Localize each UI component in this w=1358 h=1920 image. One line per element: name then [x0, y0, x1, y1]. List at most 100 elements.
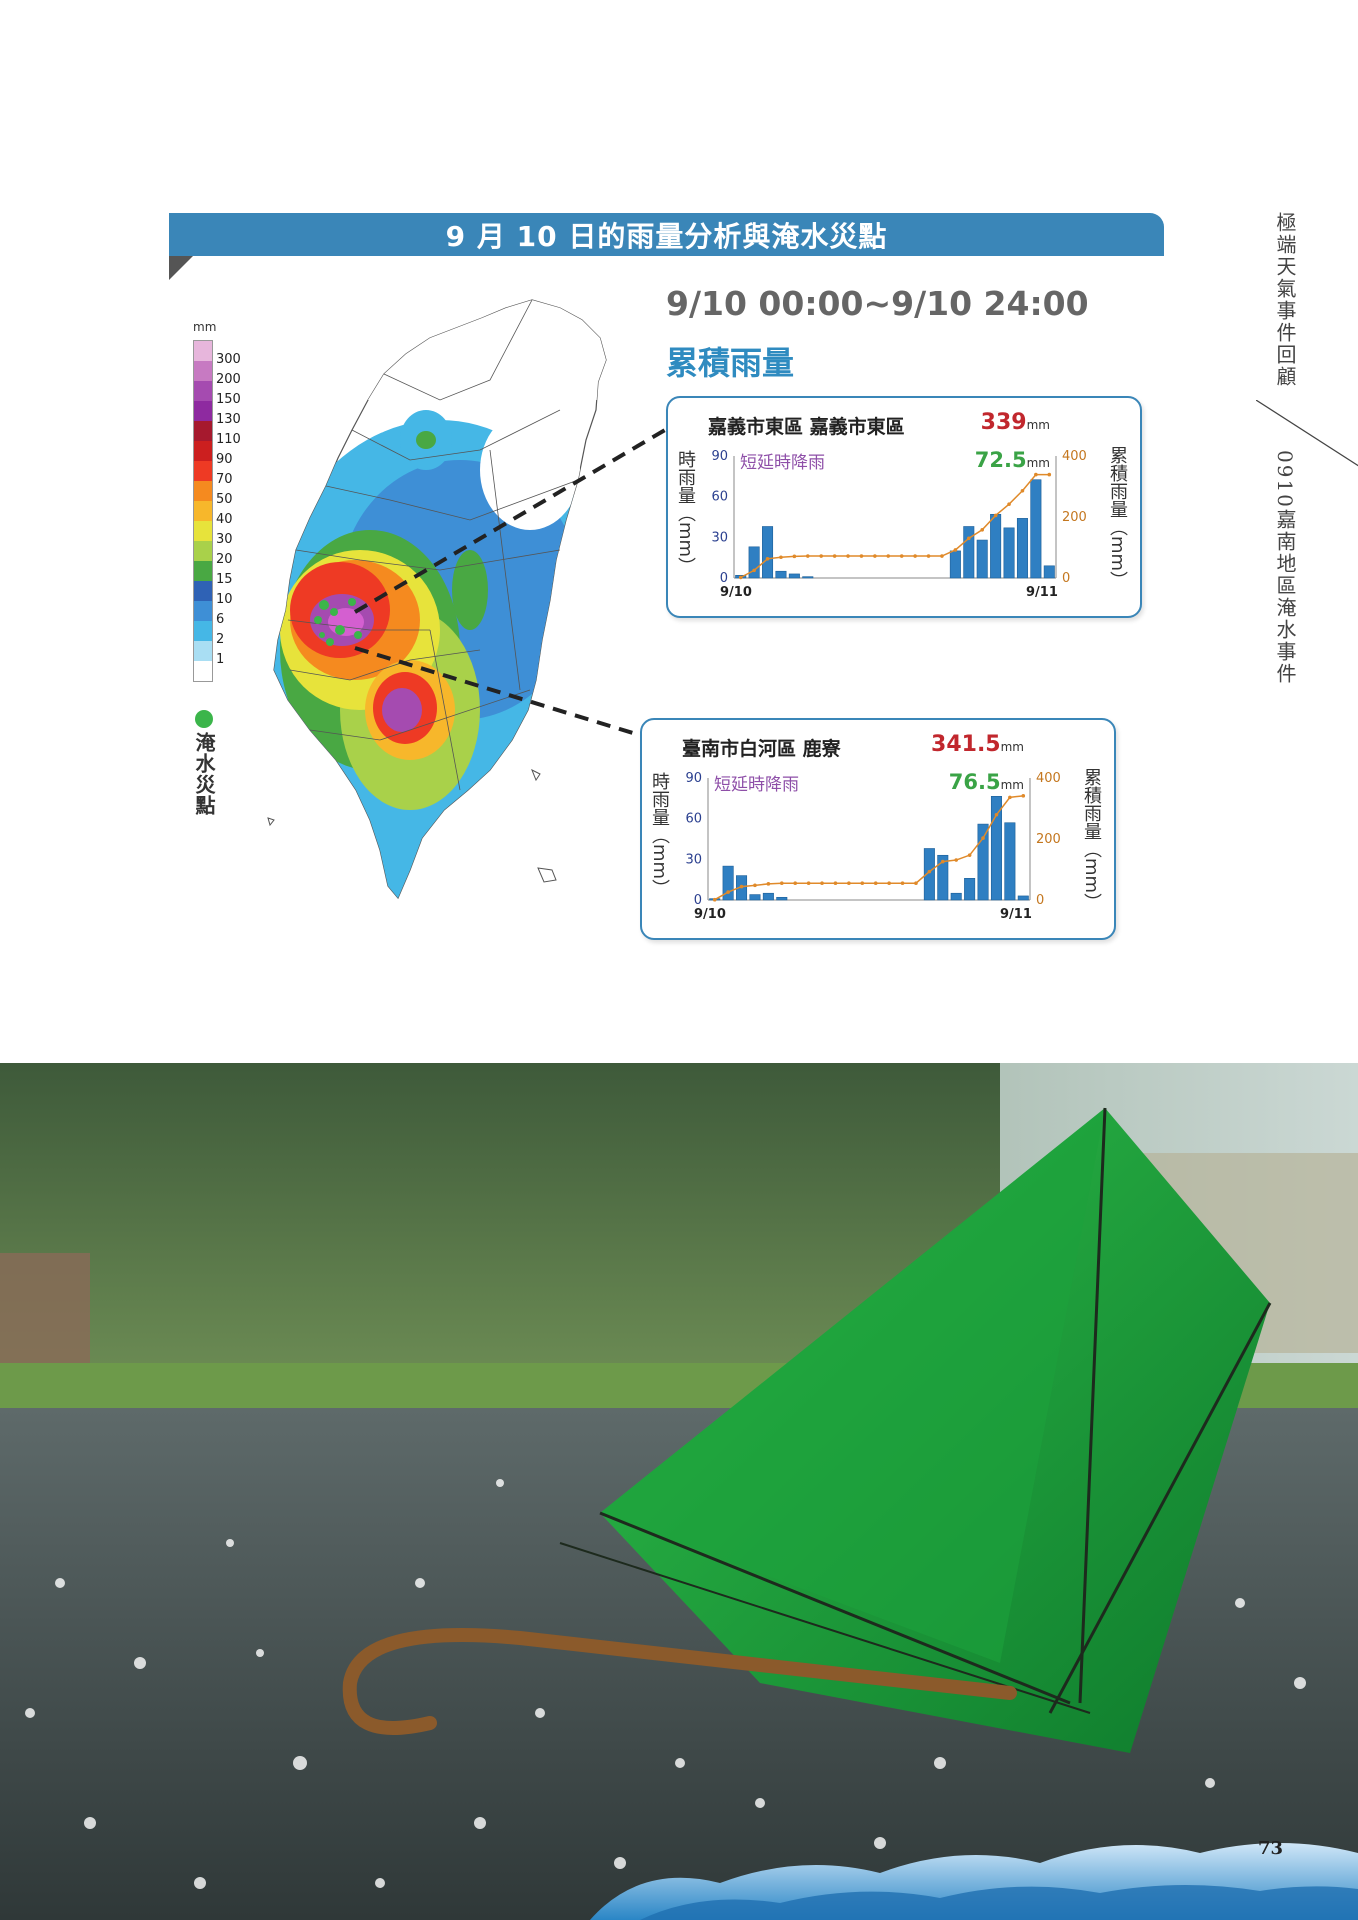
- hourly-rain-bar: [976, 539, 988, 579]
- cumulative-point: [953, 548, 958, 552]
- cumulative-rain-line: [740, 473, 1050, 579]
- hourly-rain-bar: [762, 526, 774, 579]
- legend-label: 150: [216, 392, 241, 407]
- cumulative-point: [779, 881, 784, 886]
- hourly-rain-bar: [1016, 518, 1028, 579]
- hourly-rain-bar: [1003, 527, 1015, 579]
- legend-label: 6: [216, 612, 225, 627]
- station-rainfall-chart: 0 30 60 90 0 200 400 9/10 9/11: [685, 771, 1060, 922]
- running-header-subtitle: 0910嘉南地區淹水事件: [1273, 450, 1297, 685]
- cumulative-point: [712, 897, 717, 902]
- cumulative-point: [1007, 502, 1011, 506]
- legend-label: 2: [216, 632, 225, 647]
- x-tick-label: 9/10: [720, 585, 752, 600]
- cumulative-point: [860, 881, 865, 886]
- running-header-divider: [1256, 400, 1358, 467]
- cumulative-point: [1021, 794, 1026, 798]
- section-title-banner: 9 月 10 日的雨量分析與淹水災點: [169, 213, 1164, 256]
- station-card-chiayi: 嘉義市東區 嘉義市東區 339mm 72.5mm 短延時降雨 時雨量（mm） 累…: [666, 396, 1142, 618]
- hourly-rain-bar: [990, 796, 1002, 901]
- y-left-tick-label: 30: [685, 852, 702, 867]
- legend-label: 15: [216, 572, 233, 587]
- legend-label: 300: [216, 352, 241, 367]
- legend-swatch: [194, 601, 212, 621]
- legend-label: 30: [216, 532, 233, 547]
- hourly-rain-bar: [775, 570, 787, 579]
- hourly-rain-bar: [722, 865, 734, 901]
- legend-swatch: [194, 561, 212, 581]
- umbrella-rain-photo: [0, 1063, 1358, 1920]
- cumulative-point: [792, 554, 797, 559]
- cumulative-point: [832, 554, 837, 558]
- legend-label: 200: [216, 372, 241, 387]
- islands: [267, 768, 557, 883]
- y-left-tick-label: 0: [720, 571, 728, 586]
- legend-swatch: [194, 661, 212, 681]
- hourly-rain-bar: [977, 823, 989, 901]
- legend-swatch: [194, 481, 212, 501]
- cumulative-point: [793, 881, 798, 886]
- station-name: 臺南市白河區 鹿寮: [682, 738, 841, 760]
- hourly-rain-bar: [749, 894, 761, 901]
- cumulative-point: [940, 859, 945, 864]
- cumulative-point: [1008, 795, 1012, 800]
- cumulative-point: [779, 555, 783, 560]
- cumulative-point: [873, 554, 877, 558]
- cumulative-rainfall-axis-label: 累積雨量（mm）: [1081, 768, 1102, 912]
- station-peak-hourly-rainfall: 72.5mm: [974, 448, 1050, 472]
- cumulative-point: [994, 812, 999, 817]
- hourly-rainfall-axis-label: 時雨量（mm）: [649, 772, 670, 898]
- legend-label: 10: [216, 592, 233, 607]
- cumulative-point: [873, 881, 878, 886]
- cumulative-point: [765, 556, 770, 561]
- hourly-rain-bar: [776, 896, 788, 901]
- cumulative-point: [738, 575, 743, 580]
- x-tick-label: 9/11: [1026, 585, 1058, 600]
- legend-labels: 300 200 150 130 110 90 70 50 40 30 20 15 10 6 2 1: [216, 350, 241, 670]
- station-rainfall-chart: 0 30 60 90 0 200 400 9/10 9/11: [711, 449, 1087, 600]
- hourly-rain-bar: [1043, 565, 1055, 579]
- short-duration-rain-label: 短延時降雨: [740, 453, 825, 473]
- hourly-rain-bar: [762, 892, 774, 901]
- cumulative-rain-line: [714, 795, 1024, 901]
- legend-swatch: [194, 341, 212, 361]
- legend-label: 1: [216, 652, 225, 667]
- hourly-rain-bar: [949, 550, 961, 579]
- cumulative-point: [926, 554, 931, 558]
- flood-point-marker-icon: [195, 710, 213, 728]
- cumulative-rainfall-axis-label: 累積雨量（mm）: [1107, 446, 1128, 590]
- y-left-tick-label: 60: [685, 812, 702, 827]
- running-header-title: 極端天氣事件回顧: [1273, 212, 1297, 388]
- short-duration-rain-label: 短延時降雨: [714, 775, 799, 795]
- cumulative-point: [981, 836, 985, 840]
- hourly-rain-bar: [990, 513, 1002, 579]
- cumulative-point: [900, 881, 905, 886]
- cumulative-point: [886, 554, 891, 558]
- legend-swatch: [194, 401, 212, 421]
- legend-label: 130: [216, 412, 241, 427]
- x-tick-label: 9/11: [1000, 907, 1032, 922]
- y-left-tick-label: 90: [711, 449, 728, 464]
- legend-swatch: [194, 541, 212, 561]
- y-right-tick-label: 200: [1062, 510, 1087, 525]
- hourly-rain-bar: [1030, 479, 1042, 579]
- cumulative-point: [859, 554, 864, 558]
- hourly-rain-bar: [748, 546, 760, 579]
- hourly-rain-bar: [802, 576, 814, 579]
- cumulative-point: [887, 881, 891, 886]
- cumulative-point: [954, 858, 959, 862]
- cumulative-point: [726, 890, 730, 894]
- y-right-tick-label: 400: [1062, 449, 1087, 464]
- cumulative-point: [766, 882, 771, 886]
- legend-swatch: [194, 581, 212, 601]
- flood-point-label: 淹水災點: [192, 732, 216, 816]
- y-left-tick-label: 0: [694, 893, 702, 908]
- legend-swatch: [194, 501, 212, 521]
- rainfall-map: [267, 299, 607, 900]
- county-borders: [287, 299, 579, 791]
- hourly-rain-bar: [923, 848, 935, 901]
- cumulative-point: [820, 881, 824, 886]
- hourly-rain-bar: [964, 878, 976, 901]
- legend-label: 50: [216, 492, 233, 507]
- accumulated-rainfall-heading: 累積雨量: [666, 344, 795, 382]
